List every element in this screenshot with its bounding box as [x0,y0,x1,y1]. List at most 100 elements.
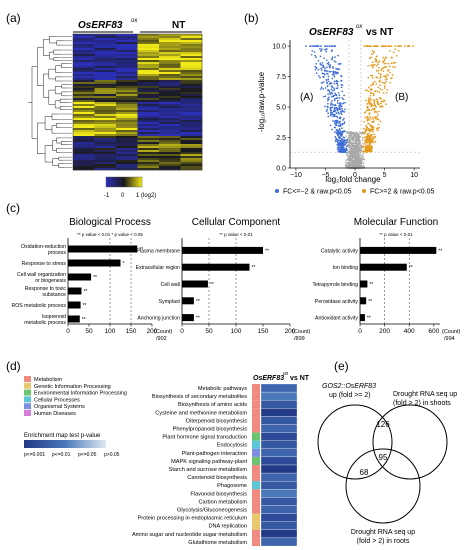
volcano-point-down [339,134,342,136]
volcano-point-ns [362,164,365,167]
heatmap-cell [180,92,203,95]
volcano-point-down [343,122,345,125]
heatmap-cell [180,74,203,77]
pathway-pvalue-cell [260,383,298,393]
volcano-point-down [327,112,329,115]
heatmap-cell [180,120,203,123]
heatmap-cell [137,42,160,45]
volcano-point-up [385,56,387,59]
heatmap-cell [94,102,117,105]
heatmap-cell [94,144,117,147]
heatmap-cell [159,50,181,53]
heatmap-cell [159,154,181,157]
heatmap-cell [137,158,160,161]
go-x-tick-label: 200 [147,328,158,335]
go-bar-label: Symplast [159,299,181,305]
volcano-point-up [371,116,374,119]
go-bar-significance: ** [139,247,143,253]
volcano-point-up [382,70,385,73]
pathway-category-cell [252,481,260,490]
volcano-point-up [371,129,373,132]
colorbar-tick-mid: 0 [121,193,125,199]
volcano-point-up-cap [370,45,372,47]
pvalue-legend-title: Enrichment map test p-value [24,433,101,439]
volcano-point-down [346,138,349,141]
go-bar-significance: ** [83,289,87,295]
volcano-point-down [310,53,313,56]
heatmap-cell [137,68,160,71]
category-label: Organismal Systems [34,404,85,410]
volcano-point-up [367,118,370,120]
heatmap-cell [73,164,95,167]
volcano-point-down [336,68,339,70]
volcano-point-up [367,129,370,132]
heatmap-cell [94,72,117,75]
heatmap-cell [137,148,160,151]
panel-e: (e) GOS2::OsERF83 up (fold >= 2) Drought… [317,359,457,545]
pathway-name: Plant hormone signal transduction [162,435,247,441]
go-bar-significance: ** [82,317,86,323]
heatmap-cell [159,120,181,123]
volcano-point-ns [359,162,362,164]
volcano-point-up [380,102,382,105]
go-chart-title: Cellular Component [192,217,281,228]
heatmap-cell [73,168,95,171]
volcano-point-down [329,93,332,95]
volcano-point-down [338,63,341,65]
volcano-point-down [339,108,341,111]
volcano-point-up [381,100,384,103]
heatmap-cell [73,146,95,149]
volcano-point-down [325,66,328,69]
volcano-point-ns [358,137,360,139]
heatmap-cell [94,150,117,153]
go-x-tick-label: 100 [105,328,116,335]
volcano-point-ns [353,153,356,155]
go-bar-significance: ** [93,275,97,281]
pathway-category-cell [252,497,260,506]
heatmap-cell [116,78,138,81]
volcano-point-ns [348,150,351,153]
volcano-point-down [335,124,338,127]
heatmap-cell [94,88,117,91]
volcano-point-up [384,82,386,85]
volcano-point-up [367,141,369,144]
volcano-point-down [325,50,328,53]
go-bar [360,263,407,271]
volcano-point-ns [353,154,356,156]
volcano-point-ns [359,154,362,156]
heatmap-cell [116,76,138,79]
volcano-point-ns [354,142,356,144]
volcano-point-ns [352,132,354,134]
volcano-point-up [377,61,380,64]
volcano-point-down [336,143,339,146]
heatmap-cell [94,152,117,155]
heatmap-cell [94,86,117,89]
volcano-point-down-cap [316,45,319,47]
volcano-point-up [369,130,372,133]
heatmap-cell [159,112,181,115]
go-bar-label: or biogenesis [35,278,66,284]
category-swatch [24,389,31,396]
volcano-point-up [368,139,371,142]
volcano-point-up [364,111,367,113]
volcano-point-ns [356,138,358,140]
colorbar-tick-min: -1 [104,193,110,199]
legend-down-marker [275,189,279,193]
heatmap-cell [94,140,117,143]
pathway-header-gene: OsERF83 [253,375,284,382]
heatmap-cell [73,46,95,49]
go-bar-significance: ** [83,303,87,309]
volcano-point-up [367,107,369,110]
heatmap-cell [137,104,160,107]
heatmap-cell [94,44,117,47]
volcano-point-up [366,119,369,121]
heatmap-cell [116,72,138,75]
volcano-point-up [381,81,384,84]
volcano-point-up [368,113,371,116]
volcano-point-down [322,81,325,83]
venn-circle-3 [345,448,421,524]
volcano-point-down [320,88,322,90]
pvalue-label-0: p<=0.001 [24,452,45,458]
go-bar-label: metabolic process [24,320,66,326]
volcano-point-ns [352,142,355,145]
